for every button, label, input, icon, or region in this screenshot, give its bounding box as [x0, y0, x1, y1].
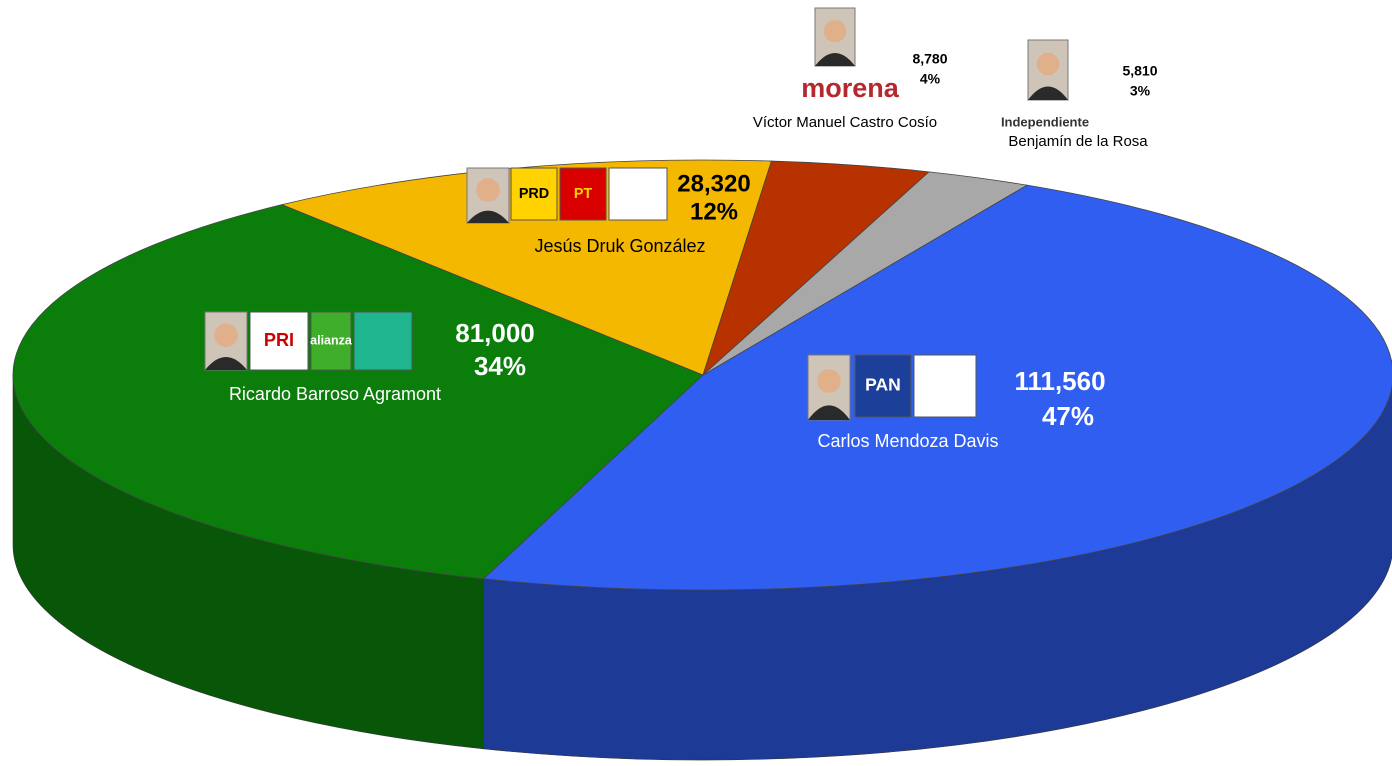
party-logo [249, 311, 309, 371]
percent-label: 47% [1042, 401, 1094, 431]
photo-face [476, 178, 500, 202]
party-logo [608, 167, 668, 221]
candidate-name: Carlos Mendoza Davis [817, 431, 998, 451]
vote-label: 28,320 [677, 170, 750, 197]
candidate-name: Víctor Manuel Castro Cosío [753, 114, 937, 131]
candidate-name: Jesús Druk González [534, 236, 705, 256]
percent-label: 12% [690, 198, 738, 225]
party-logo-label: alianza [310, 333, 353, 347]
vote-label: 8,780 [912, 51, 947, 67]
party-logo [913, 354, 977, 418]
party-logo [854, 354, 912, 418]
photo-body [808, 405, 850, 420]
vote-label: 81,000 [455, 318, 535, 348]
party-logo-label: PRI [264, 330, 294, 350]
party-logo-label: PRD [519, 186, 549, 202]
party-logo-label: PAN [865, 375, 901, 395]
vote-label: 5,810 [1122, 63, 1157, 79]
party-logo [353, 311, 413, 371]
party-logo [310, 311, 352, 371]
photo-face [214, 323, 238, 347]
party-logo-label: PT [574, 186, 593, 202]
photo-body [205, 356, 247, 370]
percent-label: 3% [1130, 83, 1151, 99]
photo-face [1036, 52, 1060, 76]
party-logo [559, 167, 607, 221]
party-label: morena [801, 73, 900, 103]
candidate-name: Benjamín de la Rosa [1008, 133, 1148, 150]
party-label: Independiente [1001, 114, 1089, 129]
photo-body [1028, 86, 1068, 100]
percent-label: 4% [920, 71, 941, 87]
candidate-name: Ricardo Barroso Agramont [229, 384, 441, 404]
pie-slice [702, 171, 1029, 376]
percent-label: 34% [474, 351, 526, 381]
photo-body [467, 210, 509, 223]
photo-face [823, 20, 847, 43]
vote-label: 111,560 [1014, 366, 1105, 396]
photo-face [817, 369, 841, 393]
party-logo [510, 167, 558, 221]
pie-slice [12, 204, 704, 580]
photo-body [815, 52, 855, 66]
